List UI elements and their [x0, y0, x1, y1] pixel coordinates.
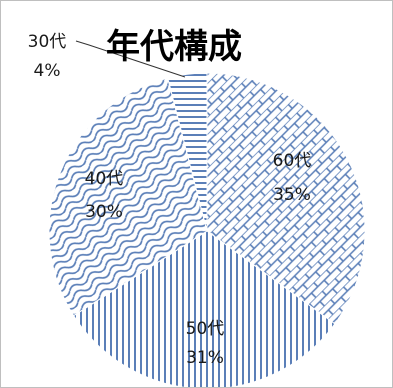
slice-percent-label: 35%: [273, 185, 311, 205]
pie-slice-60代: [206, 72, 366, 325]
slice-percent-label: 30%: [85, 202, 123, 222]
slice-category-label: 30代: [28, 32, 67, 52]
slice-category-label: 40代: [85, 169, 124, 189]
slice-percent-label: 31%: [186, 348, 224, 368]
pie-slices: [48, 72, 366, 387]
slice-category-label: 50代: [186, 319, 225, 339]
pie-slice-50代: [72, 230, 336, 387]
pie-slice-30代: [167, 72, 208, 232]
data-labels: 60代 35% 50代 31% 40代 30% 30代 4%: [28, 32, 312, 368]
leader-lines: [75, 40, 186, 78]
slice-percent-label: 4%: [34, 61, 61, 81]
leader-line: [75, 40, 186, 78]
chart-title: 年代構成: [106, 27, 242, 67]
pie-slice-40代: [48, 77, 208, 317]
slice-category-label: 60代: [273, 151, 312, 171]
